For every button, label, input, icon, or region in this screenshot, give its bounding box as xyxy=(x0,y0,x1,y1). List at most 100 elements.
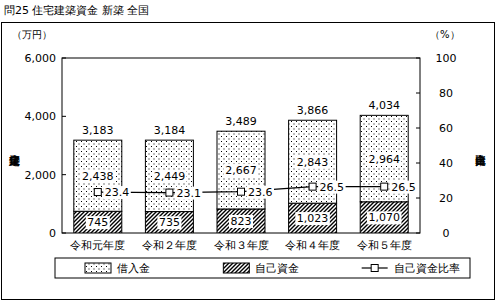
legend-label: 借入金 xyxy=(117,262,150,275)
ratio-marker xyxy=(309,183,316,190)
y-tick xyxy=(62,58,66,59)
y2-tick xyxy=(416,198,420,199)
bar-data-label-bg xyxy=(152,170,187,183)
y2-tick-label: 100 xyxy=(436,52,457,65)
y2-tick-label: 40 xyxy=(439,157,453,170)
y-tick xyxy=(62,233,66,234)
total-label: 3,183 xyxy=(82,124,114,137)
bar-segment xyxy=(217,209,265,233)
x-tick-label: 令和４年度 xyxy=(285,239,340,252)
marks xyxy=(74,115,408,233)
bar-data-label: 1,070 xyxy=(368,211,400,224)
total-label: 3,866 xyxy=(297,104,329,117)
bar-data-label-bg xyxy=(86,216,110,229)
x-tick-label: 令和５年度 xyxy=(357,239,412,252)
bar-data-label-group: 735 xyxy=(157,216,181,229)
y2-axis-title: 自己資金比率 xyxy=(476,155,487,167)
bar-data-label-group: 1,070 xyxy=(367,211,402,224)
bar-data-label-bg xyxy=(81,170,116,183)
y2-tick-label: 0 xyxy=(443,227,450,240)
page: {"chart_data": { "type": "bar", "title":… xyxy=(0,0,496,302)
chart: 問25 住宅建築資金 新築 全国（万円）（%）住宅建築資金自己資金比率02,00… xyxy=(0,0,496,302)
y-tick xyxy=(62,116,66,117)
outer-frame xyxy=(2,23,495,300)
bar-data-label: 823 xyxy=(231,215,252,228)
bar-data-label-bg xyxy=(295,156,330,169)
ratio-marker xyxy=(166,189,173,196)
bar-data-label: 2,449 xyxy=(154,170,186,183)
y-axis-title: 住宅建築資金 xyxy=(10,155,22,167)
total-label: 4,034 xyxy=(368,99,400,112)
ratio-marker xyxy=(238,188,245,195)
bar-segment xyxy=(74,211,122,233)
ratio-data-label: 23.1 xyxy=(176,187,201,200)
y2-tick xyxy=(416,58,420,59)
y2-tick xyxy=(416,233,420,234)
bar-data-label: 2,843 xyxy=(297,156,329,169)
plot-frame xyxy=(62,58,420,233)
bar-data-label-group: 745 xyxy=(86,216,110,229)
bar-data-label-group: 2,449 xyxy=(152,170,187,183)
bar-data-label-bg xyxy=(367,211,402,224)
bar-data-label-bg xyxy=(157,216,181,229)
bar-segment xyxy=(360,202,408,233)
bar-data-label: 735 xyxy=(159,216,180,229)
y2-tick-label: 60 xyxy=(439,122,453,135)
x-tick-label: 令和元年度 xyxy=(70,239,125,252)
y-tick-label: 4,000 xyxy=(25,110,57,123)
y2-tick-label: 20 xyxy=(439,192,453,205)
ratio-data-label-group: 23.1 xyxy=(175,187,203,200)
y2-tick xyxy=(416,93,420,94)
ratio-data-label-bg xyxy=(247,186,275,199)
title: 問25 住宅建築資金 新築 全国 xyxy=(4,4,150,17)
ratio-marker xyxy=(94,189,101,196)
ratio-data-label: 23.4 xyxy=(105,186,130,199)
bar-data-label: 2,964 xyxy=(368,153,400,166)
legend-label: 自己資金 xyxy=(255,262,299,275)
bar-data-label-group: 1,023 xyxy=(295,212,330,225)
bar-data-label: 745 xyxy=(87,216,108,229)
bar-data-label-group: 2,964 xyxy=(367,153,402,166)
bar-data-label-bg xyxy=(367,153,402,166)
total-label: 3,489 xyxy=(225,115,257,128)
y-tick xyxy=(62,174,66,175)
total-label: 3,184 xyxy=(154,124,186,137)
bar-data-label: 2,667 xyxy=(225,164,257,177)
ratio-data-label: 26.5 xyxy=(320,181,345,194)
x-tick-label: 令和２年度 xyxy=(142,239,197,252)
y2-tick xyxy=(416,128,420,129)
ratio-data-label-bg xyxy=(175,187,203,200)
bar-data-label-group: 2,438 xyxy=(81,170,116,183)
ratio-data-label-bg xyxy=(318,181,346,194)
ratio-data-label: 23.6 xyxy=(248,186,273,199)
legend-label: 自己資金比率 xyxy=(394,262,460,275)
bar-data-label-group: 2,843 xyxy=(295,156,330,169)
y2-tick xyxy=(416,163,420,164)
bar-segment xyxy=(145,212,193,233)
y-tick-label: 2,000 xyxy=(25,169,57,182)
legend-swatch xyxy=(371,265,378,272)
bar-data-label-group: 823 xyxy=(229,215,253,228)
bar-data-label-bg xyxy=(295,212,330,225)
y2-unit: （%） xyxy=(430,29,460,40)
bar-data-label-group: 2,667 xyxy=(224,164,259,177)
ratio-data-label-bg xyxy=(390,181,418,194)
ratio-data-label-group: 23.6 xyxy=(247,186,275,199)
labels: 745 2,438 735 2,449 823 2,667 1,023 2,843 1,070 2… xyxy=(81,99,418,229)
legend-swatch xyxy=(85,263,111,273)
legend-frame xyxy=(55,258,470,278)
bar-segment xyxy=(74,140,122,211)
x-tick-label: 令和３年度 xyxy=(214,239,269,252)
ratio-marker xyxy=(381,183,388,190)
bar-data-label: 2,438 xyxy=(82,170,114,183)
ratio-data-label-group: 26.5 xyxy=(318,181,346,194)
bar-segment xyxy=(289,203,337,233)
ratio-data-label-group: 23.4 xyxy=(103,186,131,199)
legend-swatch xyxy=(223,263,249,273)
y-unit: （万円） xyxy=(12,29,52,40)
y2-tick-label: 80 xyxy=(439,87,453,100)
ratio-data-label-bg xyxy=(103,186,131,199)
legend: 借入金 自己資金 自己資金比率 xyxy=(55,258,470,278)
ratio-data-label-group: 26.5 xyxy=(390,181,418,194)
bar-data-label-bg xyxy=(224,164,259,177)
